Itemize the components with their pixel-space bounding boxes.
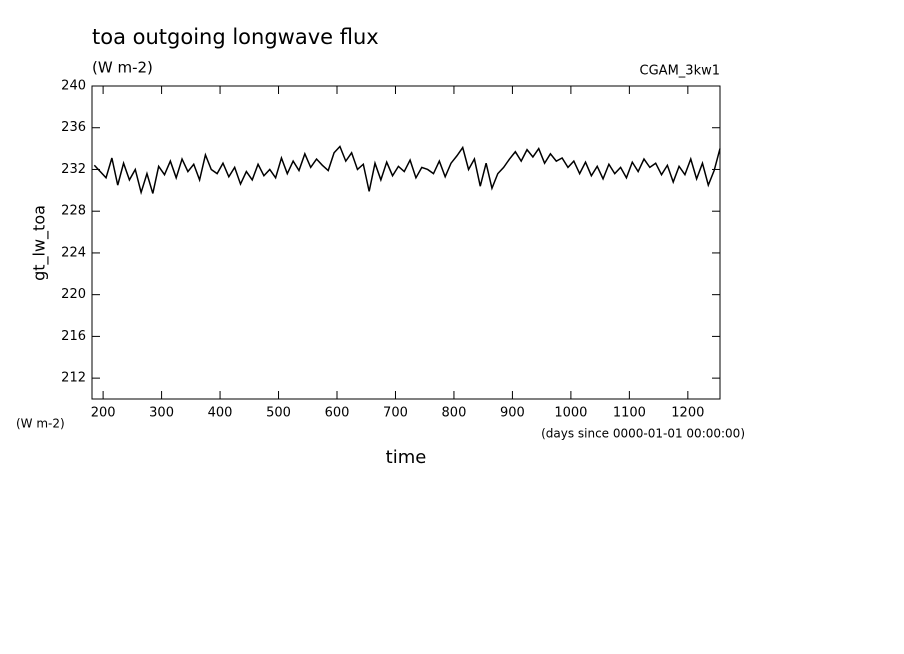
y-tick-label: 236 xyxy=(61,120,86,135)
y-axis-label: gt_lw_toa xyxy=(30,205,50,281)
chart-title: toa outgoing longwave flux xyxy=(92,25,379,49)
x-tick-label: 900 xyxy=(500,406,525,421)
y-tick-label: 224 xyxy=(61,245,86,260)
x-axis-label: time xyxy=(386,447,427,468)
annotation: CGAM_3kw1 xyxy=(640,64,720,79)
x-tick-label: 700 xyxy=(383,406,408,421)
chart-subtitle: (W m-2) xyxy=(92,59,153,77)
x-tick-label: 500 xyxy=(266,406,291,421)
x-axis-unit: (days since 0000-01-01 00:00:00) xyxy=(541,427,745,441)
y-tick-label: 232 xyxy=(61,162,86,177)
x-tick-label: 1000 xyxy=(554,406,587,421)
y-tick-label: 240 xyxy=(61,79,86,94)
x-tick-label: 600 xyxy=(325,406,350,421)
y-axis-unit: (W m-2) xyxy=(16,417,65,431)
x-tick-label: 1100 xyxy=(613,406,646,421)
x-tick-label: 300 xyxy=(149,406,174,421)
x-tick-label: 400 xyxy=(208,406,233,421)
y-tick-label: 212 xyxy=(61,371,86,386)
x-tick-label: 200 xyxy=(91,406,116,421)
plot-frame xyxy=(91,85,721,400)
data-line xyxy=(93,145,721,196)
y-tick-label: 220 xyxy=(61,287,86,302)
x-tick-label: 1200 xyxy=(671,406,704,421)
y-tick-label: 216 xyxy=(61,329,86,344)
y-tick-label: 228 xyxy=(61,204,86,219)
x-tick-label: 800 xyxy=(442,406,467,421)
